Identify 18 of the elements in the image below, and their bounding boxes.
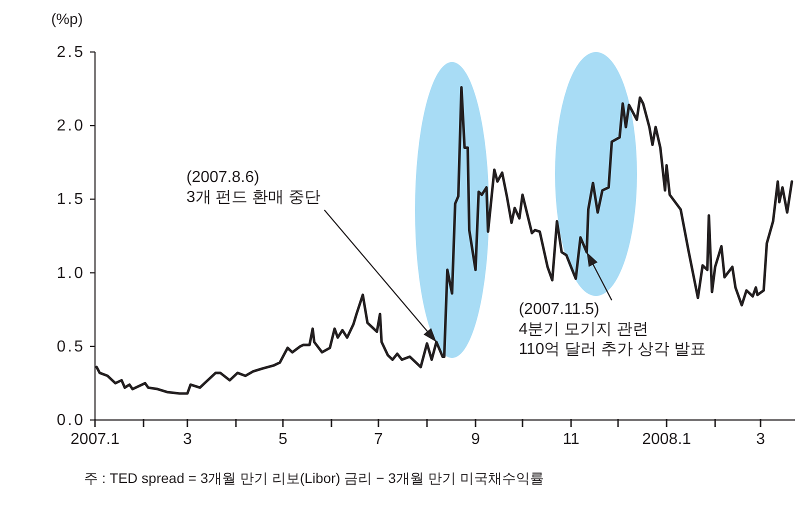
- x-tick-label: 9: [471, 431, 480, 448]
- text: 주 : TED spread = 3개월 만기 리보(Libor) 금리 − 3개월 만기 미국채수익률: [84, 470, 544, 486]
- y-tick-label: 2.5: [56, 44, 85, 61]
- y-tick-label: 1.0: [56, 264, 85, 282]
- y-tick-label: 1.5: [56, 191, 85, 208]
- annotation: (2007.8.6) 3개 펀드 환매 중단: [186, 168, 321, 206]
- y-tick-label: 0.5: [56, 338, 85, 356]
- x-tick-label: 5: [278, 431, 288, 448]
- x-tick-label: 7: [374, 431, 383, 448]
- y-tick-label: 2.0: [56, 118, 85, 135]
- annotation: (2007.11.5) 4분기 모기지 관련 110억 달러 추가 상각 발표: [518, 301, 706, 358]
- y-tick-label: 0.0: [56, 412, 85, 429]
- y-axis-title: (%p): [51, 11, 83, 28]
- x-tick-label: 3: [182, 431, 192, 448]
- x-tick-label: 2008.1: [642, 431, 692, 448]
- x-tick-label: 11: [562, 431, 580, 448]
- x-tick-label: 3: [756, 431, 766, 448]
- x-tick-label: 2007.1: [70, 431, 120, 448]
